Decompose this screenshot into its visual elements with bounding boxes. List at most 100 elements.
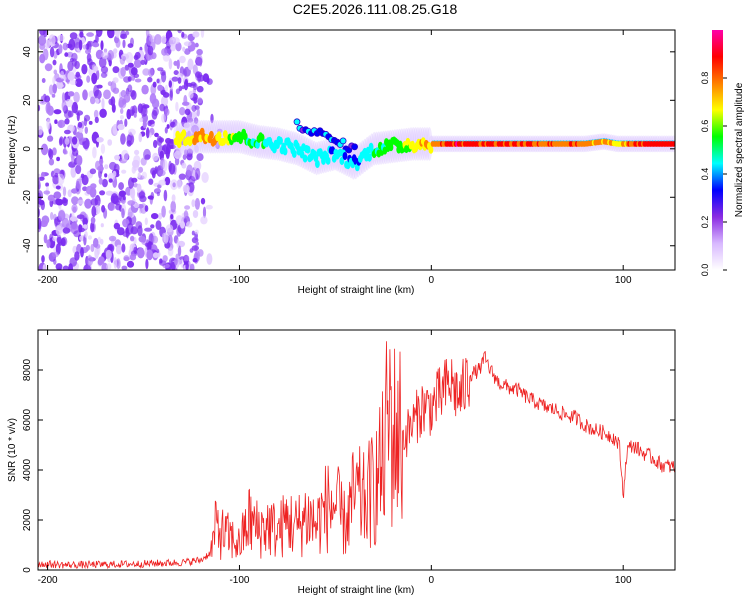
noise-mark	[173, 70, 179, 76]
noise-mark	[134, 58, 142, 68]
noise-mark	[98, 177, 103, 185]
noise-mark	[165, 224, 174, 233]
noise-mark	[125, 30, 130, 36]
noise-mark	[178, 173, 186, 180]
noise-mark	[121, 149, 129, 162]
noise-mark	[191, 245, 199, 251]
spectrogram-y-label: Frequency (Hz)	[7, 116, 18, 185]
noise-mark	[50, 212, 54, 220]
noise-mark	[196, 108, 200, 117]
noise-mark	[137, 247, 145, 259]
noise-mark	[184, 205, 191, 210]
noise-mark	[152, 252, 159, 259]
noise-mark	[127, 200, 136, 206]
noise-mark	[82, 217, 88, 226]
colorbar-tick-label: 0.8	[700, 72, 710, 85]
noise-mark	[164, 84, 168, 93]
noise-mark	[122, 55, 126, 62]
noise-mark	[43, 234, 48, 244]
noise-mark	[152, 235, 159, 244]
noise-mark	[138, 236, 146, 243]
noise-mark	[144, 154, 151, 160]
noise-mark	[122, 39, 126, 49]
noise-mark	[86, 32, 94, 37]
noise-mark	[192, 31, 200, 38]
noise-mark	[73, 37, 81, 49]
noise-mark	[147, 76, 153, 83]
noise-mark	[132, 162, 139, 171]
noise-mark	[82, 224, 88, 229]
noise-mark	[43, 30, 48, 38]
x-tick-label: -200	[38, 275, 58, 286]
noise-mark	[144, 205, 149, 212]
noise-mark	[146, 249, 153, 261]
noise-mark	[201, 172, 209, 183]
noise-mark	[160, 95, 169, 107]
noise-mark	[192, 257, 198, 263]
ridge-mark	[181, 129, 187, 138]
noise-mark	[47, 101, 51, 113]
noise-mark	[163, 189, 168, 202]
noise-mark	[176, 59, 180, 70]
noise-mark	[57, 267, 62, 270]
noise-mark	[39, 53, 46, 64]
x-tick-label: 100	[615, 575, 632, 586]
noise-mark	[52, 59, 57, 66]
colorbar-tick-label: 0.4	[700, 168, 710, 181]
noise-mark	[184, 78, 188, 85]
noise-mark	[142, 104, 150, 109]
noise-mark	[133, 112, 137, 118]
noise-mark	[107, 30, 115, 39]
noise-mark	[137, 172, 141, 179]
noise-mark	[38, 104, 41, 112]
noise-mark	[184, 108, 191, 116]
noise-mark	[81, 63, 88, 75]
noise-mark	[121, 265, 128, 270]
noise-mark	[195, 168, 201, 180]
noise-mark	[141, 171, 147, 180]
noise-mark	[200, 30, 205, 38]
noise-mark	[187, 58, 194, 71]
noise-mark	[151, 110, 158, 120]
noise-mark	[75, 164, 82, 175]
noise-mark	[40, 200, 45, 211]
noise-mark	[88, 90, 95, 98]
y-tick-label: -20	[22, 190, 33, 205]
noise-mark	[109, 161, 117, 171]
noise-mark	[77, 199, 84, 205]
noise-mark	[177, 245, 182, 257]
noise-mark	[40, 95, 45, 104]
ridge-mark	[259, 133, 265, 142]
noise-mark	[164, 176, 171, 186]
noise-mark	[120, 133, 126, 145]
noise-mark	[127, 62, 134, 68]
noise-mark	[62, 199, 68, 206]
noise-mark	[191, 230, 195, 236]
noise-mark	[71, 101, 79, 114]
noise-mark	[157, 184, 162, 189]
noise-mark	[144, 242, 150, 247]
noise-mark	[108, 235, 117, 242]
noise-mark	[103, 89, 111, 100]
noise-mark	[51, 93, 56, 98]
noise-mark	[87, 235, 92, 240]
noise-mark	[210, 113, 214, 124]
noise-mark	[95, 97, 100, 104]
noise-mark	[147, 195, 154, 200]
noise-mark	[121, 243, 126, 253]
noise-mark	[68, 161, 76, 168]
noise-mark	[182, 46, 186, 52]
noise-mark	[205, 204, 213, 210]
noise-mark	[147, 45, 154, 56]
noise-mark	[176, 179, 182, 189]
noise-mark	[39, 43, 46, 50]
noise-mark	[150, 224, 155, 229]
snr-x-axis: -200 -100 0 100	[38, 330, 632, 586]
noise-mark	[84, 126, 89, 134]
noise-mark	[148, 68, 154, 78]
noise-mark	[191, 111, 198, 120]
x-tick-label: -200	[38, 575, 58, 586]
noise-mark	[55, 185, 61, 190]
